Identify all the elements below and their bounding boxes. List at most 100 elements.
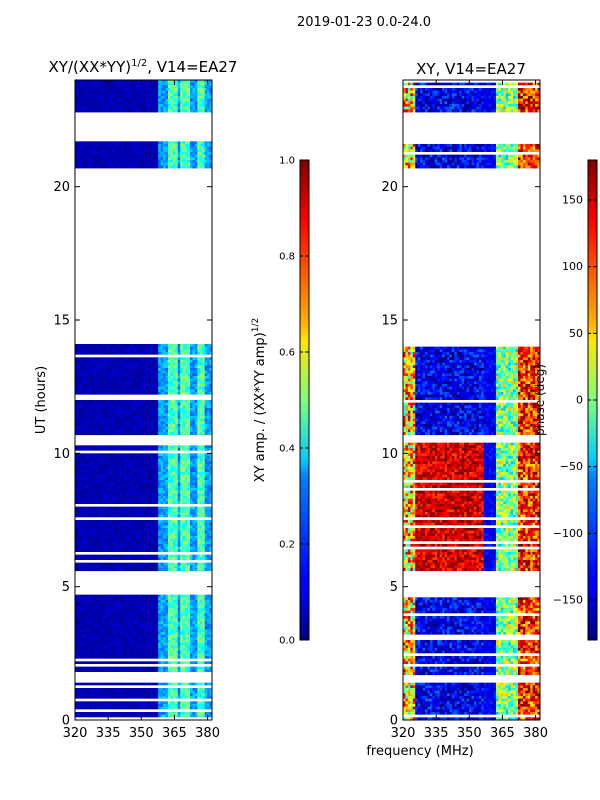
left-heatmap-cell bbox=[136, 141, 140, 145]
left-heatmap-cell bbox=[155, 520, 159, 524]
left-heatmap-cell bbox=[92, 373, 95, 377]
left-heatmap-cell bbox=[158, 157, 162, 161]
left-heatmap-cell bbox=[111, 354, 115, 358]
left-heatmap-cell bbox=[89, 368, 93, 372]
left-heatmap-cell bbox=[199, 488, 203, 492]
left-heatmap-cell bbox=[75, 504, 78, 508]
left-heatmap-cell bbox=[143, 514, 147, 518]
left-heatmap-cell bbox=[160, 421, 164, 425]
left-heatmap-cell bbox=[123, 528, 127, 532]
left-heatmap-cell bbox=[145, 453, 149, 457]
left-heatmap-cell bbox=[209, 376, 212, 380]
left-heatmap-cell bbox=[189, 109, 193, 113]
left-heatmap-cell bbox=[158, 162, 162, 166]
left-heatmap-cell bbox=[97, 104, 100, 108]
left-heatmap-cell bbox=[167, 144, 171, 148]
left-heatmap-cell bbox=[155, 469, 159, 473]
left-heatmap-cell bbox=[99, 416, 103, 420]
left-heatmap-cell bbox=[167, 442, 171, 446]
left-heatmap-cell bbox=[182, 405, 186, 409]
left-heatmap-cell bbox=[116, 485, 120, 489]
left-heatmap-cell bbox=[167, 528, 171, 532]
left-heatmap-cell bbox=[199, 154, 203, 158]
left-heatmap-cell bbox=[136, 520, 140, 524]
left-heatmap-cell bbox=[202, 514, 206, 518]
left-heatmap-cell bbox=[123, 104, 127, 108]
left-heatmap-cell bbox=[92, 376, 95, 380]
left-heatmap-cell bbox=[111, 357, 115, 361]
left-heatmap-cell bbox=[131, 520, 135, 524]
left-heatmap-cell bbox=[194, 381, 198, 385]
left-heatmap-cell bbox=[202, 370, 206, 374]
left-heatmap-cell bbox=[99, 384, 103, 388]
left-heatmap-cell bbox=[126, 357, 130, 361]
left-heatmap-cell bbox=[153, 90, 157, 94]
left-heatmap-cell bbox=[109, 506, 113, 510]
left-heatmap-cell bbox=[136, 504, 140, 508]
left-heatmap-cell bbox=[204, 149, 208, 153]
left-heatmap-cell bbox=[116, 445, 120, 449]
left-heatmap-cell bbox=[155, 389, 159, 393]
left-heatmap-cell bbox=[202, 421, 206, 425]
left-heatmap-cell bbox=[119, 365, 122, 369]
left-heatmap-cell bbox=[170, 386, 174, 390]
left-heatmap-cell bbox=[114, 405, 117, 409]
left-heatmap-cell bbox=[150, 152, 154, 156]
left-heatmap-cell bbox=[143, 80, 147, 84]
left-heatmap-cell bbox=[136, 410, 140, 414]
left-heatmap-cell bbox=[207, 480, 210, 484]
left-heatmap-cell bbox=[180, 504, 184, 508]
left-heatmap-cell bbox=[175, 82, 179, 86]
left-heatmap-cell bbox=[82, 389, 86, 393]
left-heatmap-cell bbox=[106, 386, 110, 390]
left-heatmap-cell bbox=[143, 525, 147, 529]
left-heatmap-cell bbox=[189, 160, 193, 164]
left-heatmap-cell bbox=[131, 402, 135, 406]
left-heatmap-cell bbox=[79, 80, 83, 84]
left-heatmap-cell bbox=[97, 480, 100, 484]
left-heatmap-cell bbox=[126, 362, 130, 366]
left-heatmap-cell bbox=[87, 109, 91, 113]
left-heatmap-cell bbox=[79, 397, 83, 401]
left-heatmap-cell bbox=[192, 90, 196, 94]
left-heatmap-cell bbox=[84, 82, 88, 86]
left-heatmap-cell bbox=[89, 525, 93, 529]
left-heatmap-cell bbox=[116, 344, 120, 348]
left-heatmap-cell bbox=[77, 362, 81, 366]
left-heatmap-cell bbox=[185, 104, 188, 108]
left-heatmap-cell bbox=[79, 445, 83, 449]
left-heatmap-cell bbox=[145, 101, 149, 105]
left-heatmap-cell bbox=[182, 362, 186, 366]
left-heatmap-cell bbox=[163, 517, 166, 521]
left-heatmap-cell bbox=[148, 416, 152, 420]
left-heatmap-cell bbox=[131, 514, 135, 518]
left-heatmap-cell bbox=[87, 360, 91, 364]
left-heatmap-cell bbox=[180, 517, 184, 521]
left-heatmap-cell bbox=[97, 90, 100, 94]
left-heatmap-cell bbox=[89, 90, 93, 94]
left-heatmap-cell bbox=[121, 520, 125, 524]
left-heatmap-cell bbox=[155, 370, 159, 374]
left-heatmap-cell bbox=[160, 509, 164, 513]
left-heatmap-cell bbox=[106, 485, 110, 489]
left-heatmap-cell bbox=[123, 352, 127, 356]
left-heatmap-cell bbox=[87, 520, 91, 524]
left-heatmap-cell bbox=[182, 453, 186, 457]
left-heatmap-cell bbox=[133, 400, 137, 404]
left-heatmap-cell bbox=[207, 109, 210, 113]
left-heatmap-cell bbox=[163, 160, 166, 164]
left-heatmap-cell bbox=[182, 386, 186, 390]
left-heatmap-cell bbox=[128, 144, 132, 148]
left-heatmap-cell bbox=[87, 474, 91, 478]
left-heatmap-cell bbox=[150, 512, 154, 516]
left-heatmap-cell bbox=[133, 482, 137, 486]
left-heatmap-cell bbox=[109, 461, 113, 465]
left-heatmap-cell bbox=[175, 442, 179, 446]
left-heatmap-cell bbox=[111, 418, 115, 422]
left-heatmap-cell bbox=[121, 514, 125, 518]
left-heatmap-cell bbox=[138, 357, 142, 361]
left-heatmap-cell bbox=[187, 397, 191, 401]
left-heatmap-cell bbox=[209, 418, 212, 422]
left-heatmap-cell bbox=[84, 160, 88, 164]
left-heatmap-cell bbox=[75, 424, 78, 428]
